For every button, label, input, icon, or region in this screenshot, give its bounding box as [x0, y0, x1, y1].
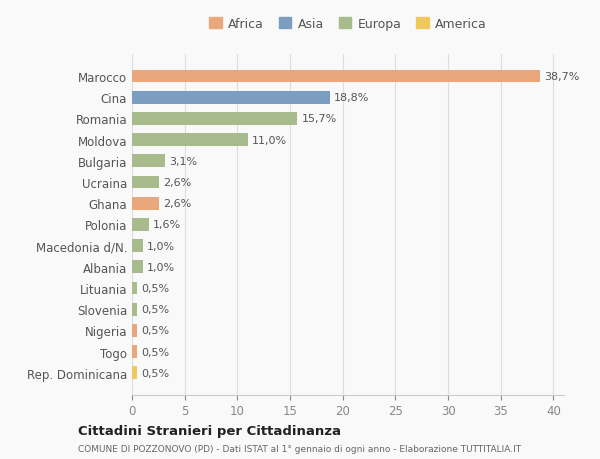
- Bar: [132, 240, 143, 252]
- Text: 1,6%: 1,6%: [153, 220, 181, 230]
- Text: 0,5%: 0,5%: [142, 283, 170, 293]
- Text: 2,6%: 2,6%: [164, 178, 192, 188]
- Text: 38,7%: 38,7%: [544, 72, 580, 82]
- Text: 3,1%: 3,1%: [169, 157, 197, 167]
- Text: 0,5%: 0,5%: [142, 347, 170, 357]
- Bar: [132, 282, 137, 295]
- Bar: [132, 346, 137, 358]
- Bar: [132, 155, 164, 168]
- Text: 11,0%: 11,0%: [252, 135, 287, 146]
- Bar: [132, 176, 160, 189]
- Bar: [132, 367, 137, 379]
- Bar: [132, 71, 540, 83]
- Text: 2,6%: 2,6%: [164, 199, 192, 209]
- Bar: [132, 303, 137, 316]
- Text: 15,7%: 15,7%: [302, 114, 337, 124]
- Text: 0,5%: 0,5%: [142, 368, 170, 378]
- Bar: [132, 134, 248, 147]
- Bar: [132, 325, 137, 337]
- Text: 0,5%: 0,5%: [142, 304, 170, 314]
- Bar: [132, 197, 160, 210]
- Bar: [132, 113, 298, 125]
- Text: 18,8%: 18,8%: [334, 93, 370, 103]
- Text: 1,0%: 1,0%: [147, 241, 175, 251]
- Bar: [132, 261, 143, 274]
- Bar: [132, 218, 149, 231]
- Bar: [132, 92, 330, 104]
- Text: Cittadini Stranieri per Cittadinanza: Cittadini Stranieri per Cittadinanza: [78, 425, 341, 437]
- Text: COMUNE DI POZZONOVO (PD) - Dati ISTAT al 1° gennaio di ogni anno - Elaborazione : COMUNE DI POZZONOVO (PD) - Dati ISTAT al…: [78, 444, 521, 453]
- Text: 1,0%: 1,0%: [147, 262, 175, 272]
- Legend: Africa, Asia, Europa, America: Africa, Asia, Europa, America: [205, 14, 491, 34]
- Text: 0,5%: 0,5%: [142, 326, 170, 336]
